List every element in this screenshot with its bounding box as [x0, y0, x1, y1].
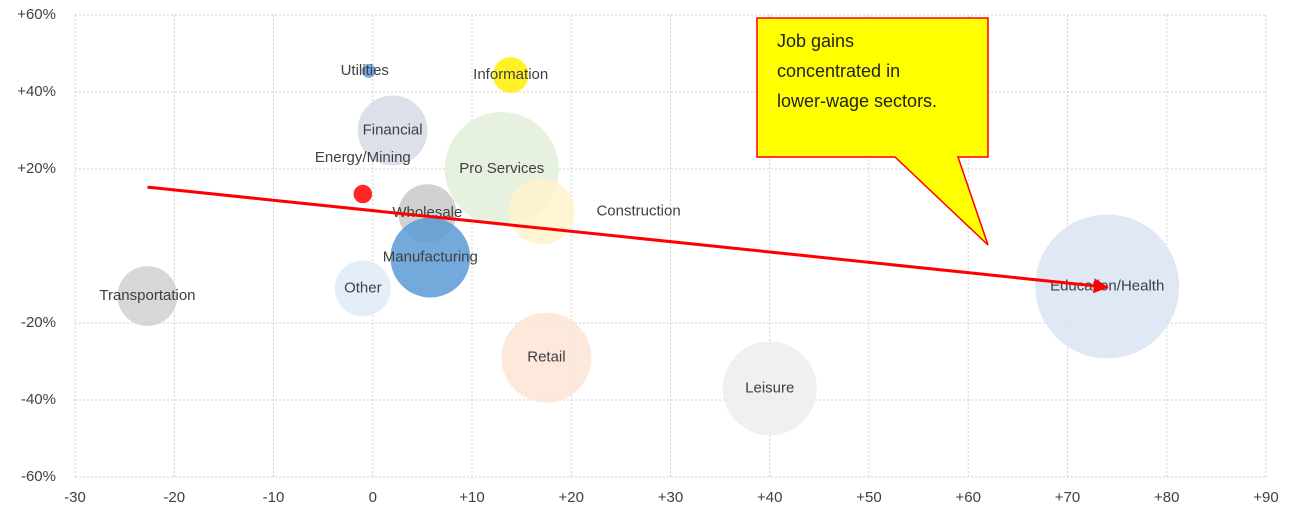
- bubble-label: Other: [344, 279, 382, 296]
- bubble-label: Manufacturing: [383, 249, 478, 266]
- callout-text: lower-wage sectors.: [777, 91, 937, 111]
- bubble-label: Pro Services: [459, 160, 544, 177]
- y-tick-label: -40%: [21, 391, 56, 408]
- x-tick-label: -30: [64, 489, 86, 506]
- bubble: [361, 63, 376, 78]
- bubble: [501, 312, 592, 403]
- bubble: [492, 57, 529, 93]
- bubble-label: Construction: [596, 202, 680, 219]
- x-tick-label: +80: [1154, 489, 1179, 506]
- bubble: [334, 260, 391, 317]
- bubble-label: Energy/Mining: [315, 149, 411, 166]
- x-tick-label: +40: [757, 489, 782, 506]
- callout-text: concentrated in: [777, 61, 900, 81]
- y-tick-label: +40%: [17, 83, 56, 100]
- bubble-label: Leisure: [745, 379, 794, 396]
- x-tick-label: +70: [1055, 489, 1080, 506]
- bubble: [353, 184, 373, 204]
- x-tick-label: 0: [369, 489, 377, 506]
- bubble: [390, 217, 471, 298]
- y-tick-label: -60%: [21, 468, 56, 485]
- bubble: [357, 95, 428, 166]
- bubble: [117, 266, 178, 326]
- y-tick-label: -20%: [21, 314, 56, 331]
- y-tick-label: +20%: [17, 160, 56, 177]
- x-tick-label: +10: [459, 489, 484, 506]
- bubble-label: Financial: [363, 121, 423, 138]
- callout-text: Job gains: [777, 31, 854, 51]
- x-tick-label: -10: [263, 489, 285, 506]
- x-tick-label: +90: [1253, 489, 1278, 506]
- x-tick-label: +50: [856, 489, 881, 506]
- bubble: [722, 341, 817, 436]
- bubble-label: Transportation: [99, 287, 195, 304]
- trend-arrow: [147, 185, 1109, 294]
- bubble-label: Retail: [527, 349, 565, 366]
- bubble-label: Utilities: [341, 62, 389, 79]
- y-tick-label: +60%: [17, 6, 56, 23]
- x-tick-label: +20: [559, 489, 584, 506]
- x-tick-label: -20: [163, 489, 185, 506]
- bubble: [508, 178, 575, 245]
- x-tick-label: +30: [658, 489, 683, 506]
- callout-box: [756, 17, 989, 246]
- bubble-label: Information: [473, 66, 548, 83]
- x-tick-label: +60: [956, 489, 981, 506]
